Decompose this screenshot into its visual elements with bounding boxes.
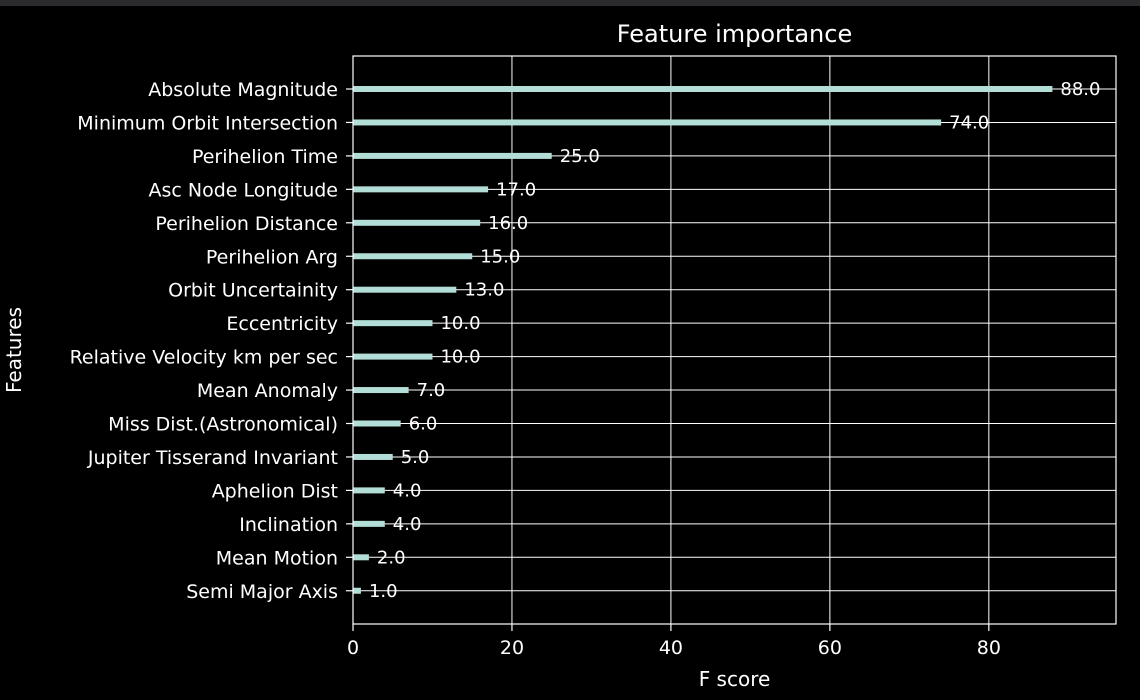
bars bbox=[353, 86, 1053, 594]
y-tick-label: Perihelion Arg bbox=[206, 246, 338, 268]
x-tick-label: 60 bbox=[818, 637, 842, 659]
y-tick-label: Perihelion Time bbox=[192, 146, 338, 168]
bar-value-label: 74.0 bbox=[949, 112, 989, 133]
x-tick-label: 40 bbox=[659, 637, 683, 659]
y-tick-label: Mean Anomaly bbox=[197, 380, 338, 402]
bar bbox=[353, 152, 552, 159]
y-tick-label: Mean Motion bbox=[216, 547, 338, 569]
bar-value-label: 10.0 bbox=[440, 347, 480, 368]
bar bbox=[353, 219, 481, 226]
bar bbox=[353, 320, 433, 327]
y-tick-label: Eccentricity bbox=[226, 313, 338, 335]
bar bbox=[353, 119, 942, 126]
bar bbox=[353, 420, 401, 427]
bar-value-label: 1.0 bbox=[369, 581, 398, 602]
y-tick-label: Perihelion Distance bbox=[155, 213, 338, 235]
bar bbox=[353, 520, 385, 527]
bar bbox=[353, 554, 369, 561]
y-axis-label: Features bbox=[2, 307, 26, 393]
bar bbox=[353, 387, 409, 394]
y-tick-label: Semi Major Axis bbox=[186, 581, 338, 603]
bar-value-label: 15.0 bbox=[480, 246, 520, 267]
bar bbox=[353, 487, 385, 494]
bar bbox=[353, 453, 393, 460]
bar-value-label: 2.0 bbox=[377, 547, 406, 568]
x-axis-label: F score bbox=[699, 667, 771, 691]
bar-value-label: 25.0 bbox=[560, 146, 600, 167]
bar-value-label: 13.0 bbox=[464, 280, 504, 301]
bar bbox=[353, 353, 433, 360]
y-tick-label: Minimum Orbit Intersection bbox=[77, 112, 338, 134]
y-tick-label: Miss Dist.(Astronomical) bbox=[108, 414, 338, 436]
chart-frame: 88.0 74.0 25.0 17.0 16.0 15.0 13.0 10.0 10.0 7.0 6… bbox=[0, 6, 1140, 700]
y-tick-label: Absolute Magnitude bbox=[148, 79, 338, 101]
bar-value-label: 17.0 bbox=[496, 179, 536, 200]
y-tick-label: Asc Node Longitude bbox=[148, 179, 338, 201]
y-tick-label: Jupiter Tisserand Invariant bbox=[87, 447, 338, 469]
data-labels: 88.0 74.0 25.0 17.0 16.0 15.0 13.0 10.0 10.0 7.0 6… bbox=[369, 79, 1101, 602]
bar bbox=[353, 86, 1053, 92]
x-tick-labels: 0 20 40 60 80 bbox=[347, 624, 1001, 659]
bar-value-label: 5.0 bbox=[401, 447, 430, 468]
feature-importance-chart: 88.0 74.0 25.0 17.0 16.0 15.0 13.0 10.0 10.0 7.0 6… bbox=[2, 20, 1117, 691]
bar-value-label: 7.0 bbox=[417, 380, 446, 401]
bar-value-label: 88.0 bbox=[1060, 79, 1100, 100]
bar bbox=[353, 186, 489, 193]
bar-value-label: 4.0 bbox=[393, 480, 422, 501]
bar-value-label: 4.0 bbox=[393, 514, 422, 535]
x-tick-label: 0 bbox=[347, 637, 359, 659]
bar-value-label: 6.0 bbox=[409, 414, 438, 435]
y-tick-label: Relative Velocity km per sec bbox=[70, 347, 338, 369]
bar bbox=[353, 587, 361, 594]
plot-border bbox=[352, 55, 1117, 625]
bar bbox=[353, 286, 457, 293]
chart-title: Feature importance bbox=[617, 20, 852, 48]
x-tick-label: 80 bbox=[977, 637, 1001, 659]
y-tick-labels: Absolute Magnitude Minimum Orbit Intersec… bbox=[70, 79, 353, 603]
y-tick-label: Aphelion Dist bbox=[212, 480, 338, 502]
bar bbox=[353, 253, 473, 260]
y-tick-label: Orbit Uncertainity bbox=[168, 280, 338, 302]
bar-value-label: 10.0 bbox=[440, 313, 480, 334]
bar-value-label: 16.0 bbox=[488, 213, 528, 234]
x-tick-label: 20 bbox=[500, 637, 524, 659]
grid bbox=[352, 56, 1116, 624]
y-tick-label: Inclination bbox=[239, 514, 338, 536]
